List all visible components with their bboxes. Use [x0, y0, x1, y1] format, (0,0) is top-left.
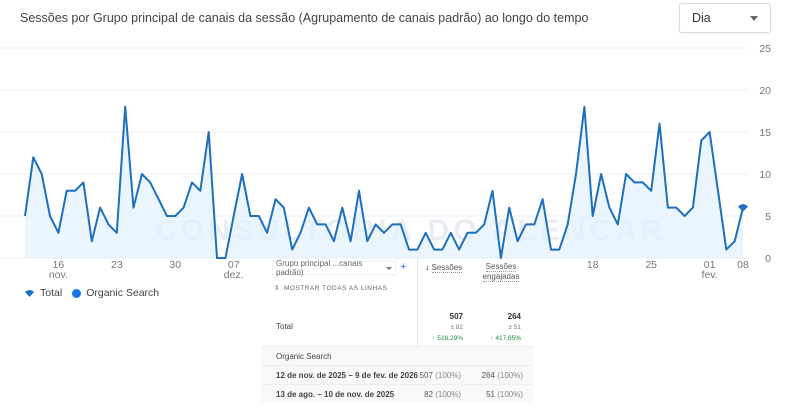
x-tick-label: 07: [228, 259, 240, 271]
x-tick-label: 08: [737, 259, 749, 271]
x-tick-label: 30: [169, 259, 181, 271]
legend-label-organic-search: Organic Search: [86, 287, 160, 299]
show-all-rows-button[interactable]: ⇕ MOSTRAR TODAS AS LINHAS: [274, 284, 388, 293]
area-fill: [25, 106, 743, 258]
dimension-select[interactable]: Grupo principal ...canais padrão): [272, 259, 396, 277]
total-engaged-sessions-compare: ± 51: [508, 324, 521, 331]
show-all-rows-label: MOSTRAR TODAS AS LINHAS: [283, 284, 388, 292]
total-label: Total: [276, 322, 293, 331]
chevron-down-icon: [386, 266, 392, 270]
x-tick-sublabel: fev.: [702, 269, 718, 281]
expand-icon: ⇕: [274, 285, 280, 292]
legend-label-total: Total: [40, 287, 63, 299]
y-tick-label: 15: [759, 127, 771, 139]
add-dimension-button[interactable]: +: [400, 261, 407, 273]
granularity-dropdown[interactable]: Dia: [679, 3, 771, 33]
y-tick-label: 0: [765, 253, 771, 265]
last-point-marker: [738, 204, 748, 212]
row-sessions: 507 (100%): [419, 370, 461, 380]
x-tick-sublabel: dez.: [224, 269, 244, 281]
column-divider: [417, 257, 418, 403]
row-sessions: 82 (100%): [424, 389, 461, 399]
total-sessions-change: ↑ 518,29%: [432, 335, 463, 342]
legend-item-total[interactable]: Total: [24, 287, 62, 299]
total-engaged-sessions-change: ↑ 417,65%: [490, 335, 521, 342]
table-group-row: Organic Search: [261, 346, 533, 365]
total-sessions: 507: [449, 312, 463, 321]
granularity-value: Dia: [692, 11, 711, 25]
total-engaged-sessions: 264: [507, 312, 521, 321]
table-row[interactable]: 13 de ago. – 10 de nov. de 2025 82 (100%…: [261, 384, 533, 403]
chart-legend: Total Organic Search: [24, 287, 159, 299]
row-engaged-sessions: 51 (100%): [486, 389, 523, 399]
x-tick-label: 23: [111, 259, 123, 271]
y-tick-label: 5: [765, 211, 771, 223]
row-date-range: 13 de ago. – 10 de nov. de 2025: [276, 389, 395, 399]
x-tick-label: 25: [645, 259, 657, 271]
y-axis: 0 5 10 15 20 25: [759, 43, 771, 265]
x-tick-label: 16: [53, 259, 65, 271]
x-tick-label: 01: [704, 259, 716, 271]
row-engaged-sessions: 264 (100%): [481, 370, 523, 380]
row-date-range: 12 de nov. de 2025 – 9 de fev. de 2026: [276, 370, 419, 380]
chevron-down-icon: [750, 15, 758, 21]
chart-title: Sessões por Grupo principal de canais da…: [20, 11, 589, 25]
y-tick-label: 25: [759, 43, 771, 55]
y-tick-label: 10: [759, 169, 771, 181]
total-sessions-compare: ± 82: [450, 324, 463, 331]
x-tick-sublabel: nov.: [49, 269, 68, 281]
legend-item-organic-search[interactable]: Organic Search: [72, 287, 159, 299]
total-icon: [25, 289, 34, 297]
table-row[interactable]: 12 de nov. de 2025 – 9 de fev. de 2026 5…: [261, 365, 533, 384]
x-tick-label: 18: [587, 259, 599, 271]
group-label: Organic Search: [276, 351, 332, 361]
series-line-organic-search: [24, 105, 744, 259]
column-header-engaged-sessions[interactable]: Sessões engajadas: [482, 262, 520, 282]
sort-down-icon: ↓: [425, 262, 430, 272]
column-header-sessions[interactable]: ↓ Sessões: [425, 262, 463, 273]
dot-icon: [72, 288, 82, 298]
dimension-select-value: Grupo principal ...canais padrão): [276, 259, 363, 277]
y-tick-label: 20: [759, 85, 771, 97]
